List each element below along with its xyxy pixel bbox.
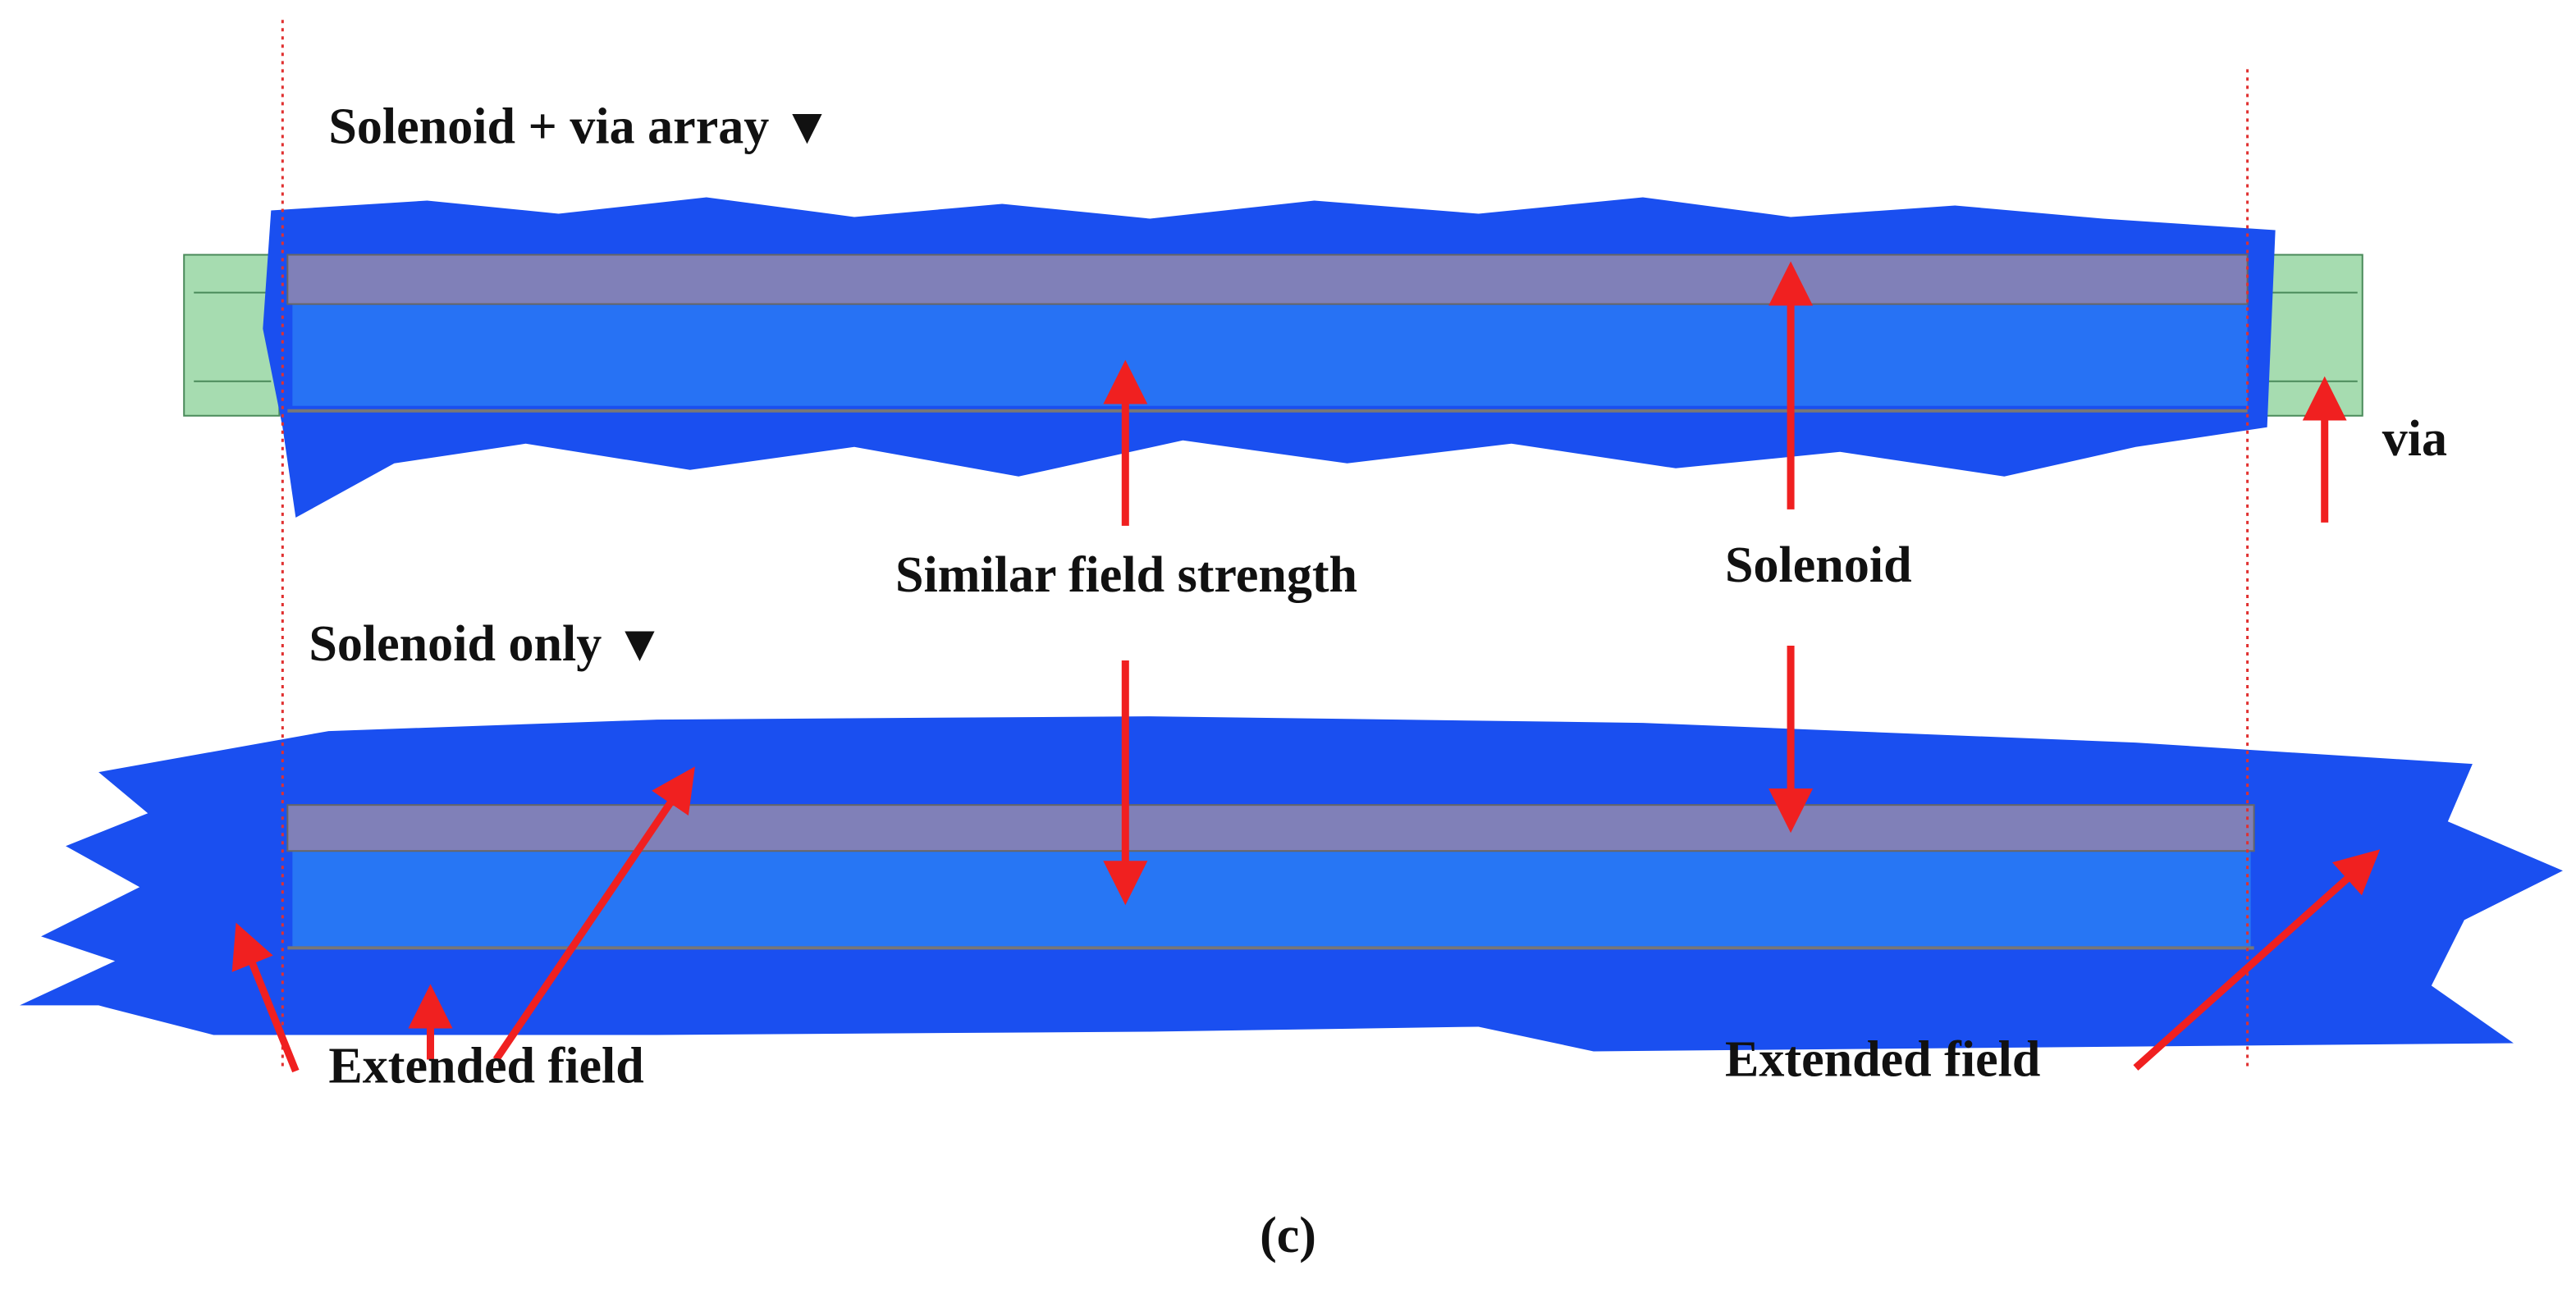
field-inner xyxy=(292,304,2248,406)
annotation: Extended field xyxy=(328,1039,643,1094)
panel-label: Solenoid + via array ▼ xyxy=(328,99,832,155)
arrow xyxy=(492,766,695,1062)
caption: (c) xyxy=(1260,1208,1316,1263)
bottom-panel xyxy=(20,716,2563,1052)
solenoid-bar xyxy=(286,804,2255,852)
panel-label: Solenoid only ▼ xyxy=(309,616,665,672)
via-left xyxy=(183,254,281,417)
via-lines xyxy=(194,291,2358,382)
annotation: Similar field strength xyxy=(895,547,1357,603)
annotation: via xyxy=(2382,411,2447,467)
annotation: Extended field xyxy=(1725,1032,2040,1088)
field-inner xyxy=(292,851,2251,947)
arrow xyxy=(2133,849,2381,1071)
solenoid-bar xyxy=(286,254,2249,305)
arrow xyxy=(231,922,300,1073)
annotation: Solenoid xyxy=(1725,537,1912,593)
